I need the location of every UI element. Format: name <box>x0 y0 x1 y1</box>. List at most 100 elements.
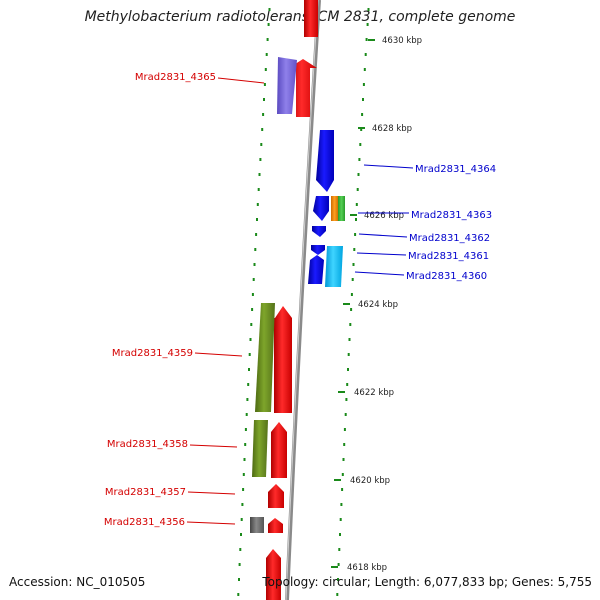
track-dot <box>358 158 361 161</box>
track-dot <box>252 278 255 281</box>
track-dot <box>362 98 364 101</box>
cds-red-4358-pair[interactable] <box>271 422 287 478</box>
gene-label-4357[interactable]: Mrad2831_4357 <box>105 487 236 498</box>
track-dot <box>245 413 248 416</box>
track-dot <box>357 173 360 176</box>
gene-label-4364[interactable]: Mrad2831_4364 <box>363 164 496 175</box>
cds-blue-4363[interactable] <box>313 196 329 221</box>
scale-tick-4618: 4618 kbp <box>331 563 387 573</box>
accession-text: Accession: NC_010505 <box>9 575 146 589</box>
gene-label-text[interactable]: Mrad2831_4360 <box>406 271 487 282</box>
track-dot <box>341 473 344 476</box>
track-dot <box>248 368 250 371</box>
track-dot <box>237 593 240 596</box>
reverse-cds-group <box>250 57 297 533</box>
track-dot <box>353 248 356 251</box>
track-dot <box>244 428 247 431</box>
cds-red-bottom[interactable] <box>266 549 281 600</box>
cds-blue-4360a[interactable] <box>308 255 324 284</box>
map-title: Methylobacterium radiotolerans JCM 2831,… <box>84 9 516 25</box>
cds-blue-4364[interactable] <box>316 130 334 192</box>
track-dot <box>263 83 266 86</box>
cds-green-4359[interactable] <box>255 303 275 412</box>
cds-blue-4361[interactable] <box>311 245 325 255</box>
track-dot <box>258 173 261 176</box>
track-dot <box>247 383 250 386</box>
tick-label: 4622 kbp <box>354 388 394 398</box>
gene-label-text[interactable]: Mrad2831_4361 <box>408 251 489 262</box>
gene-label-4362[interactable]: Mrad2831_4362 <box>358 233 490 244</box>
gene-label-4365[interactable]: Mrad2831_4365 <box>135 72 265 84</box>
gene-label-text[interactable]: Mrad2831_4358 <box>107 439 188 450</box>
track-dot <box>257 188 260 191</box>
track-dot <box>348 338 351 341</box>
gene-label-4358[interactable]: Mrad2831_4358 <box>107 439 238 450</box>
track-dot <box>362 83 365 86</box>
track-dot <box>359 143 362 146</box>
gene-label-4359[interactable]: Mrad2831_4359 <box>112 348 243 359</box>
track-dot <box>239 548 242 551</box>
gene-label-text[interactable]: Mrad2831_4365 <box>135 72 216 83</box>
track-dot <box>355 218 357 221</box>
gene-label-text[interactable]: Mrad2831_4356 <box>104 517 185 528</box>
tick-label: 4624 kbp <box>358 300 398 310</box>
cds-red-4356-pair[interactable] <box>268 518 283 533</box>
gene-label-4356[interactable]: Mrad2831_4356 <box>104 517 236 528</box>
track-dot <box>251 293 254 296</box>
scale-tick-4626: 4626 kbp <box>350 211 404 221</box>
track-dot <box>347 368 349 371</box>
cds-blue-4362[interactable] <box>312 226 326 237</box>
gene-label-text[interactable]: Mrad2831_4364 <box>415 164 496 175</box>
track-dot <box>354 233 357 236</box>
track-dot <box>266 38 269 41</box>
cds-orange-4363[interactable] <box>331 196 338 221</box>
track-dot <box>366 23 369 26</box>
track-dot <box>367 8 370 11</box>
gene-label-text[interactable]: Mrad2831_4359 <box>112 348 193 359</box>
track-dot <box>345 398 348 401</box>
track-dot <box>346 383 349 386</box>
tick-label: 4630 kbp <box>382 36 422 46</box>
track-dot <box>363 68 366 71</box>
track-dot <box>267 23 270 26</box>
track-dot <box>241 503 244 506</box>
gene-label-4360[interactable]: Mrad2831_4360 <box>354 271 487 282</box>
track-dot <box>238 578 240 581</box>
track-dot <box>361 113 364 116</box>
cds-cyan-4360[interactable] <box>325 246 343 287</box>
genome-backbone <box>285 0 321 600</box>
cds-green-4358[interactable] <box>252 420 268 477</box>
track-dot <box>337 563 340 566</box>
track-dot <box>264 68 267 71</box>
scale-tick-4630: 4630 kbp <box>368 36 422 46</box>
track-dot <box>351 278 354 281</box>
track-dot <box>339 533 341 536</box>
track-dot <box>250 323 253 326</box>
cds-lime-4363[interactable] <box>338 196 345 221</box>
track-dot <box>253 263 256 266</box>
track-dot <box>255 233 258 236</box>
track-dot <box>256 218 258 221</box>
scale-tick-4622: 4622 kbp <box>338 388 394 398</box>
cds-red-4357[interactable] <box>268 484 284 508</box>
gene-label-4363[interactable]: Mrad2831_4363 <box>358 210 492 221</box>
inner-dotted-track <box>237 8 271 596</box>
track-dot <box>248 353 251 356</box>
gene-label-text[interactable]: Mrad2831_4357 <box>105 487 186 498</box>
cds-red-4359-pair[interactable] <box>274 306 292 413</box>
gene-label-text[interactable]: Mrad2831_4362 <box>409 233 490 244</box>
gene-label-text[interactable]: Mrad2831_4363 <box>411 210 492 221</box>
gene-label-4361[interactable]: Mrad2831_4361 <box>356 251 489 262</box>
cds-red-4365-pair[interactable] <box>289 59 317 117</box>
cds-red-top[interactable] <box>304 0 318 37</box>
track-dot <box>238 563 241 566</box>
outer-dotted-track <box>336 8 370 596</box>
cds-grey-4356[interactable] <box>250 517 264 533</box>
track-dot <box>343 428 346 431</box>
track-dot <box>256 203 259 206</box>
track-dot <box>337 578 339 581</box>
track-dot <box>244 443 247 446</box>
track-dot <box>259 158 262 161</box>
track-dot <box>338 548 341 551</box>
cds-purple-4365[interactable] <box>277 57 297 114</box>
